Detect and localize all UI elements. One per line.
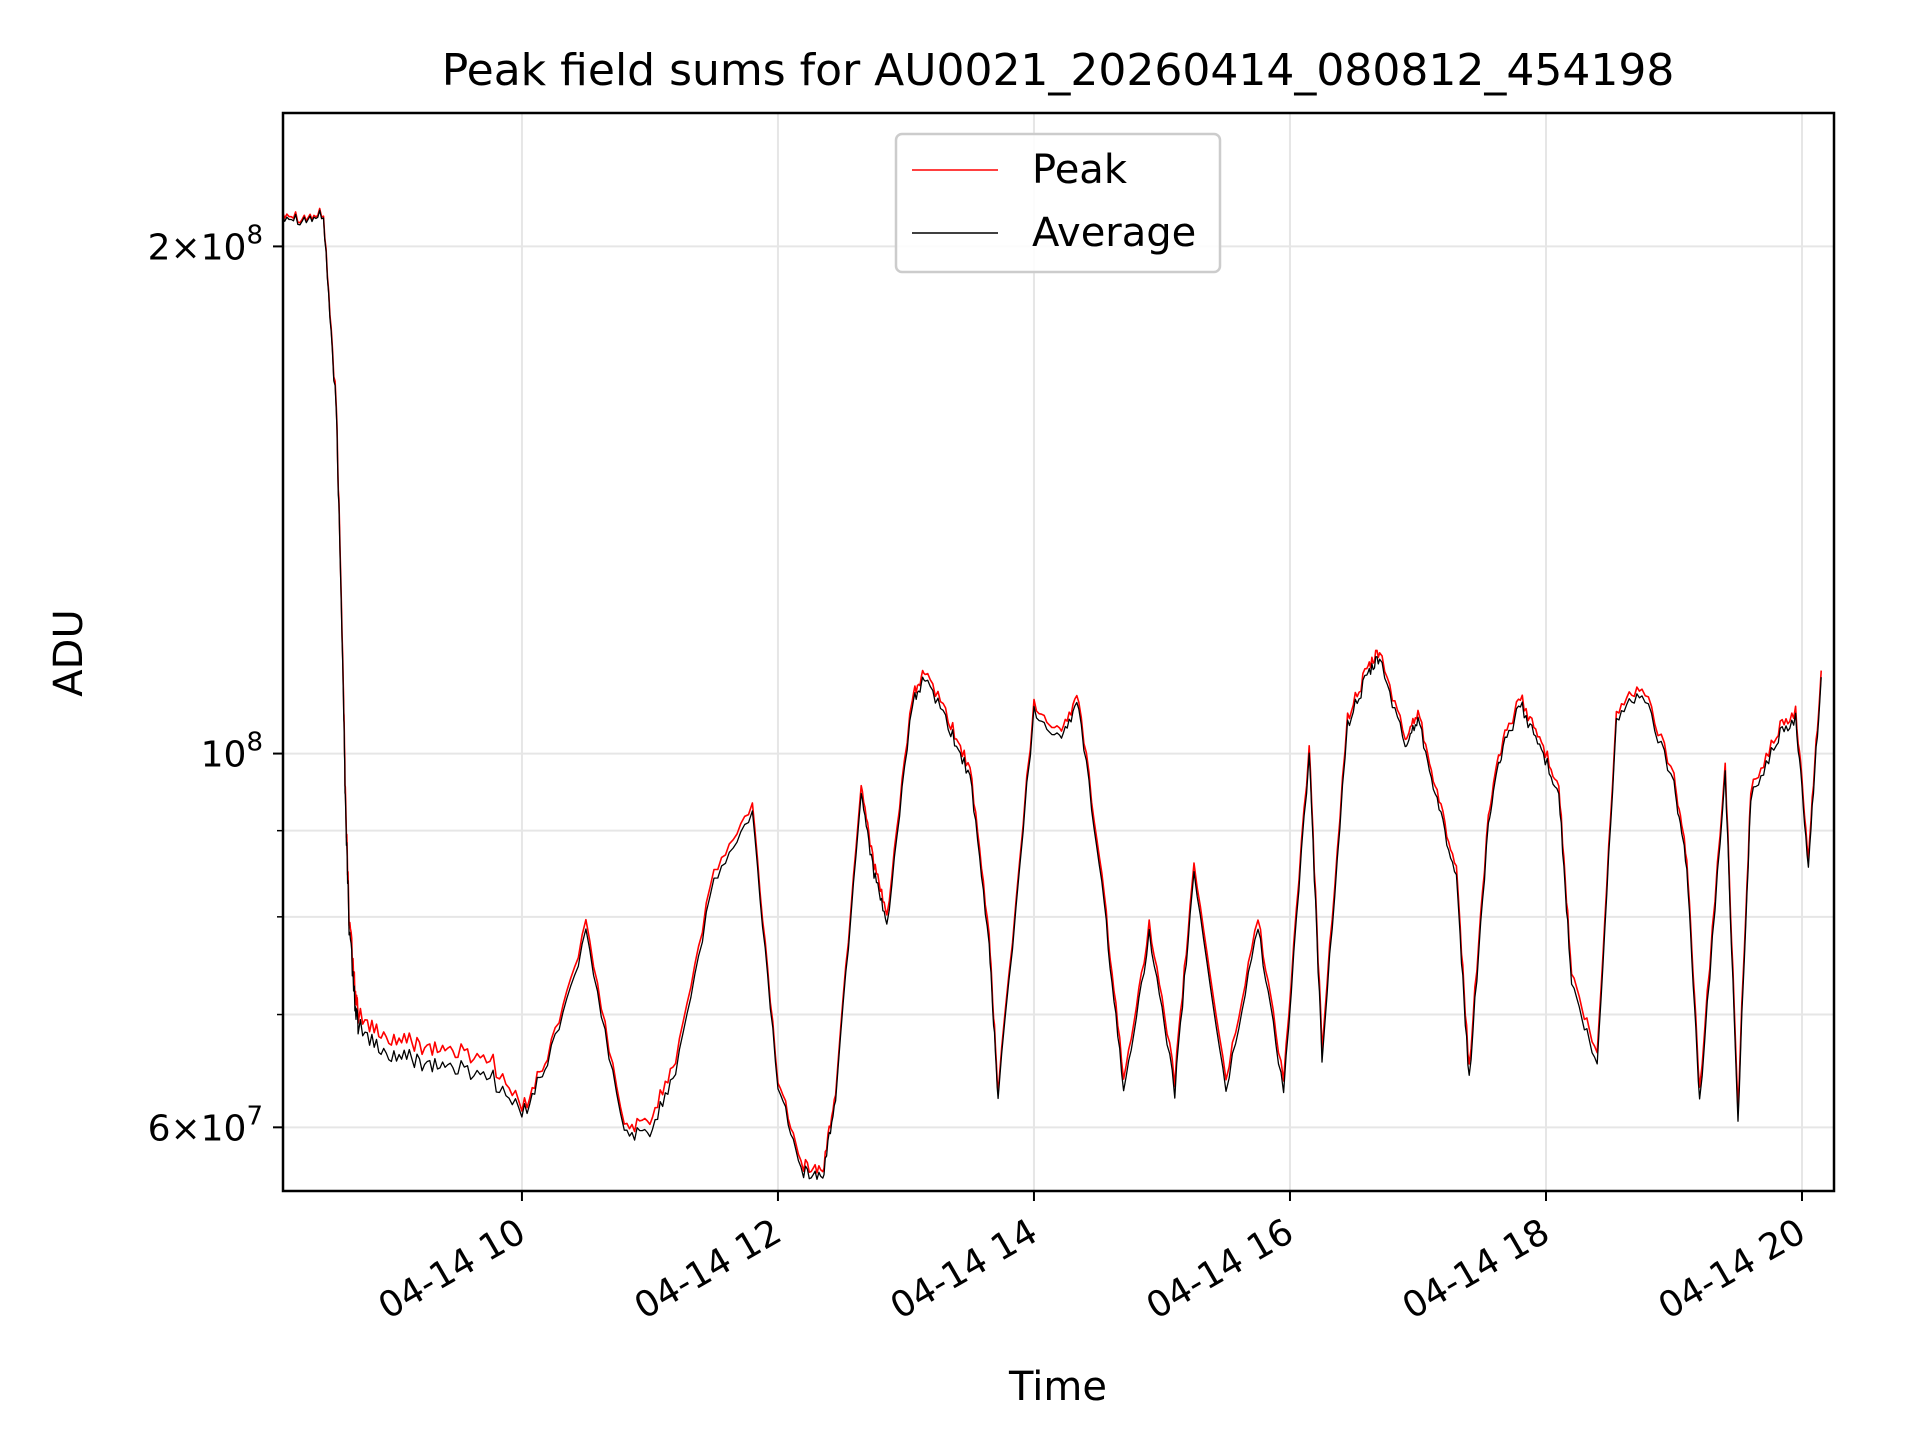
y-axis-ticks: 6×107 108 2×108 (148, 220, 283, 1149)
x-tick-label: 04-14 14 (884, 1211, 1045, 1327)
x-axis-label: Time (1008, 1364, 1107, 1410)
y-tick-label: 6×107 (148, 1101, 263, 1149)
x-tick-label: 04-14 20 (1652, 1211, 1813, 1327)
x-tick-label: 04-14 16 (1140, 1211, 1301, 1327)
legend: Peak Average (894, 132, 1222, 274)
plot-frame (281, 111, 1836, 1193)
series-line-average (281, 209, 1822, 1180)
y-tick-label: 108 (201, 728, 263, 776)
legend-label-peak: Peak (1032, 147, 1128, 193)
x-tick-label: 04-14 18 (1396, 1211, 1557, 1327)
x-tick-label: 04-14 10 (372, 1211, 533, 1327)
x-tick-label: 04-14 12 (628, 1211, 789, 1327)
chart-title: Peak field sums for AU0021_20260414_0808… (442, 45, 1675, 96)
series-line-peak (281, 207, 1822, 1174)
plot-area (281, 207, 1822, 1180)
y-axis-label: ADU (46, 609, 92, 696)
legend-box (894, 132, 1222, 274)
legend-label-average: Average (1032, 210, 1196, 256)
x-gridlines (520, 113, 1803, 1191)
x-axis-ticks: 04-14 10 04-14 12 04-14 14 04-14 16 04-14 18… (372, 1191, 1813, 1328)
y-tick-label: 2×108 (148, 220, 263, 268)
